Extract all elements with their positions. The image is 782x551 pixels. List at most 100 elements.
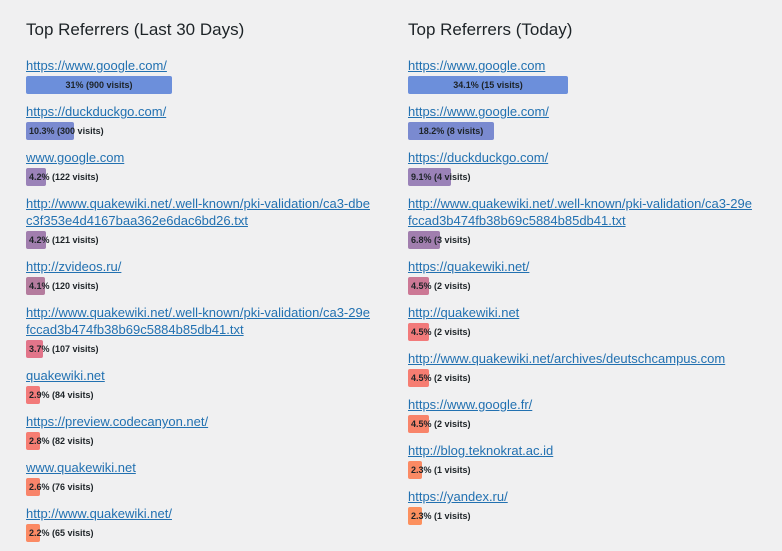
- visits-count: (3 visits): [434, 235, 471, 245]
- visits-count: (8 visits): [446, 126, 484, 136]
- visits-count: (84 visits): [52, 390, 94, 400]
- visits-count: (1 visits): [434, 465, 471, 475]
- percentage-bar: [408, 122, 494, 140]
- referrer-link[interactable]: https://www.google.com/: [26, 58, 167, 73]
- bar-label: 10.3% (300 visits): [29, 122, 104, 140]
- bar-label: 34.1% (15 visits): [408, 76, 568, 94]
- percentage-bar: [26, 168, 46, 186]
- referrer-bar-row: 9.1% (4 visits): [408, 168, 753, 186]
- referrer-item: http://www.quakewiki.net/.well-known/pki…: [26, 195, 371, 249]
- referrer-bar-row: 2.2% (65 visits): [26, 524, 371, 542]
- percentage-bar: [408, 369, 429, 387]
- referrer-link[interactable]: https://www.google.com: [408, 58, 546, 73]
- referrer-item: http://www.quakewiki.net/2.2% (65 visits…: [26, 505, 371, 542]
- referrer-link[interactable]: http://www.quakewiki.net/archives/deutsc…: [408, 351, 726, 366]
- referrer-bar-row: 2.8% (82 visits): [26, 432, 371, 450]
- referrer-item: quakewiki.net 2.9% (84 visits): [26, 367, 371, 404]
- visits-count: (2 visits): [434, 373, 471, 383]
- referrer-item: https://quakewiki.net/4.5% (2 visits): [408, 258, 753, 295]
- bar-label: 4.5% (2 visits): [411, 415, 471, 433]
- bar-label: 4.2% (121 visits): [29, 231, 99, 249]
- referrer-link[interactable]: https://quakewiki.net/: [408, 259, 530, 274]
- percentage-bar: [408, 415, 429, 433]
- referrer-link[interactable]: https://www.google.fr/: [408, 397, 533, 412]
- referrer-link[interactable]: https://duckduckgo.com/: [408, 150, 549, 165]
- referrer-item: https://yandex.ru/2.3% (1 visits): [408, 488, 753, 525]
- referrer-item: https://www.google.com/31% (900 visits): [26, 57, 371, 94]
- referrer-bar-row: 2.3% (1 visits): [408, 507, 753, 525]
- referrer-link[interactable]: www.quakewiki.net: [26, 460, 136, 475]
- percentage-bar: [408, 76, 568, 94]
- referrer-bar-row: 6.8% (3 visits): [408, 231, 753, 249]
- percentage-bar: [408, 277, 429, 295]
- referrer-link[interactable]: quakewiki.net: [26, 368, 105, 383]
- percentage-value: 9.1%: [411, 172, 432, 182]
- referrer-link[interactable]: https://www.google.com/: [408, 104, 549, 119]
- bar-label: 31% (900 visits): [26, 76, 172, 94]
- percentage-value: 2.3%: [411, 511, 432, 521]
- referrer-link[interactable]: http://quakewiki.net: [408, 305, 520, 320]
- referrer-link[interactable]: https://preview.codecanyon.net/: [26, 414, 209, 429]
- referrer-item: https://www.google.com/18.2% (8 visits): [408, 103, 753, 140]
- visits-count: (2 visits): [434, 327, 471, 337]
- bar-label: 2.3% (1 visits): [411, 461, 471, 479]
- percentage-value: 2.9%: [29, 390, 50, 400]
- referrer-item: www.google.com 4.2% (122 visits): [26, 149, 371, 186]
- referrer-item: www.quakewiki.net 2.6% (76 visits): [26, 459, 371, 496]
- percentage-value: 4.1%: [29, 281, 50, 291]
- referrer-bar-row: 31% (900 visits): [26, 76, 371, 94]
- percentage-bar: [408, 323, 429, 341]
- referrer-link[interactable]: http://blog.teknokrat.ac.id: [408, 443, 554, 458]
- referrer-bar-row: 10.3% (300 visits): [26, 122, 371, 140]
- bar-label: 18.2% (8 visits): [408, 122, 494, 140]
- visits-count: (121 visits): [52, 235, 99, 245]
- percentage-bar: [26, 386, 40, 404]
- referrer-bar-row: 4.2% (121 visits): [26, 231, 371, 249]
- referrer-link[interactable]: http://zvideos.ru/: [26, 259, 122, 274]
- referrer-link[interactable]: www.google.com: [26, 150, 125, 165]
- bar-label: 4.5% (2 visits): [411, 369, 471, 387]
- visits-count: (76 visits): [52, 482, 94, 492]
- referrer-link[interactable]: https://yandex.ru/: [408, 489, 508, 504]
- referrer-bar-row: 4.5% (2 visits): [408, 415, 753, 433]
- bar-label: 4.1% (120 visits): [29, 277, 99, 295]
- referrer-link[interactable]: http://www.quakewiki.net/: [26, 506, 172, 521]
- visits-count: (2 visits): [434, 419, 471, 429]
- percentage-bar: [408, 507, 422, 525]
- bar-label: 2.2% (65 visits): [29, 524, 94, 542]
- referrer-list: https://www.google.com 34.1% (15 visits) h…: [408, 57, 753, 534]
- referrer-bar-row: 2.6% (76 visits): [26, 478, 371, 496]
- referrer-link[interactable]: http://www.quakewiki.net/.well-known/pki…: [26, 305, 370, 337]
- referrer-link[interactable]: http://www.quakewiki.net/.well-known/pki…: [408, 196, 752, 228]
- referrer-item: http://www.quakewiki.net/.well-known/pki…: [408, 195, 753, 249]
- referrer-item: https://duckduckgo.com/10.3% (300 visits…: [26, 103, 371, 140]
- bar-label: 4.5% (2 visits): [411, 323, 471, 341]
- referrer-link[interactable]: https://duckduckgo.com/: [26, 104, 167, 119]
- referrer-bar-row: 3.7% (107 visits): [26, 340, 371, 358]
- percentage-bar: [26, 524, 40, 542]
- percentage-value: 4.5%: [411, 419, 432, 429]
- visits-count: (82 visits): [52, 436, 94, 446]
- referrer-list: https://www.google.com/31% (900 visits) h…: [26, 57, 371, 551]
- percentage-value: 2.6%: [29, 482, 50, 492]
- percentage-bar: [26, 231, 46, 249]
- panel-title: Top Referrers (Last 30 Days): [26, 20, 245, 39]
- bar-label: 3.7% (107 visits): [29, 340, 99, 358]
- bar-label: 6.8% (3 visits): [411, 231, 471, 249]
- percentage-bar: [408, 461, 422, 479]
- visits-count: (300 visits): [57, 126, 104, 136]
- percentage-value: 4.5%: [411, 281, 432, 291]
- referrer-item: https://www.google.com 34.1% (15 visits): [408, 57, 753, 94]
- bar-label: 4.5% (2 visits): [411, 277, 471, 295]
- visits-count: (4 visits): [434, 172, 471, 182]
- percentage-value: 18.2%: [418, 126, 445, 136]
- percentage-bar: [26, 432, 40, 450]
- referrer-item: http://blog.teknokrat.ac.id 2.3% (1 visit…: [408, 442, 753, 479]
- visits-count: (120 visits): [52, 281, 99, 291]
- percentage-value: 34.1%: [453, 80, 479, 90]
- referrer-link[interactable]: http://www.quakewiki.net/.well-known/pki…: [26, 196, 370, 228]
- referrer-item: http://www.quakewiki.net/.well-known/pki…: [26, 304, 371, 358]
- visits-count: (122 visits): [52, 172, 99, 182]
- referrer-item: http://www.quakewiki.net/archives/deutsc…: [408, 350, 753, 387]
- visits-count: (2 visits): [434, 281, 471, 291]
